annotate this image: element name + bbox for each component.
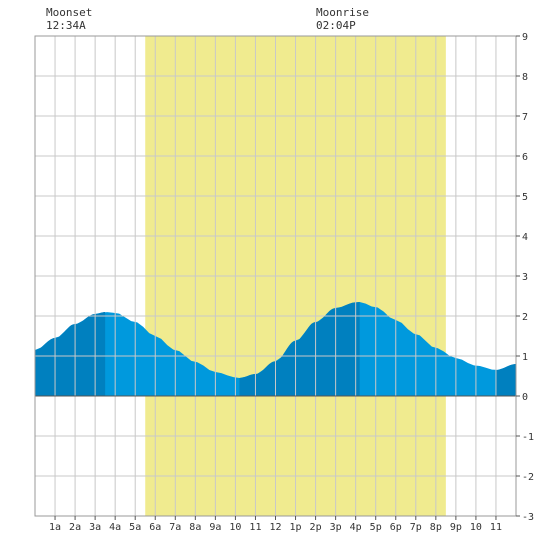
x-tick-label: 6p	[390, 522, 402, 533]
x-tick-label: 10	[229, 522, 241, 533]
moonrise-label: Moonrise	[316, 6, 369, 19]
x-tick-label: 3a	[89, 522, 101, 533]
tide-area-dark-1	[239, 302, 360, 396]
x-tick-label: 5p	[370, 522, 382, 533]
x-tick-label: 2p	[310, 522, 322, 533]
y-tick-label: -1	[522, 432, 534, 443]
x-tick-label: 7p	[410, 522, 422, 533]
y-tick-label: 7	[522, 112, 528, 123]
y-tick-label: 9	[522, 32, 528, 43]
x-tick-label: 10	[470, 522, 482, 533]
y-tick-label: 6	[522, 152, 528, 163]
x-tick-label: 1p	[290, 522, 302, 533]
moonrise-time: 02:04P	[316, 19, 356, 32]
x-tick-label: 5a	[129, 522, 141, 533]
x-tick-label: 1a	[49, 522, 61, 533]
y-tick-label: 0	[522, 392, 528, 403]
x-tick-label: 12	[269, 522, 281, 533]
y-tick-label: 3	[522, 272, 528, 283]
y-tick-label: 4	[522, 232, 528, 243]
moonset-time: 12:34A	[46, 19, 86, 32]
x-tick-label: 4a	[109, 522, 121, 533]
x-tick-label: 8a	[189, 522, 201, 533]
y-tick-label: 5	[522, 192, 528, 203]
x-tick-label: 11	[249, 522, 261, 533]
grid-layer	[34, 35, 517, 517]
x-tick-label: 8p	[430, 522, 442, 533]
y-tick-label: 8	[522, 72, 528, 83]
x-tick-label: 11	[490, 522, 502, 533]
x-tick-label: 2a	[69, 522, 81, 533]
moonset-label: Moonset	[46, 6, 93, 19]
tide-area-dark-0	[35, 312, 106, 396]
y-tick-label: -3	[522, 512, 534, 523]
y-tick-label: 2	[522, 312, 528, 323]
x-tick-label: 9p	[450, 522, 462, 533]
y-tick-label: -2	[522, 472, 534, 483]
x-tick-label: 7a	[169, 522, 181, 533]
tide-area-dark-2	[495, 364, 516, 396]
x-tick-label: 4p	[350, 522, 362, 533]
x-tick-label: 3p	[330, 522, 342, 533]
y-tick-label: 1	[522, 352, 528, 363]
x-tick-label: 9a	[209, 522, 221, 533]
x-tick-label: 6a	[149, 522, 161, 533]
